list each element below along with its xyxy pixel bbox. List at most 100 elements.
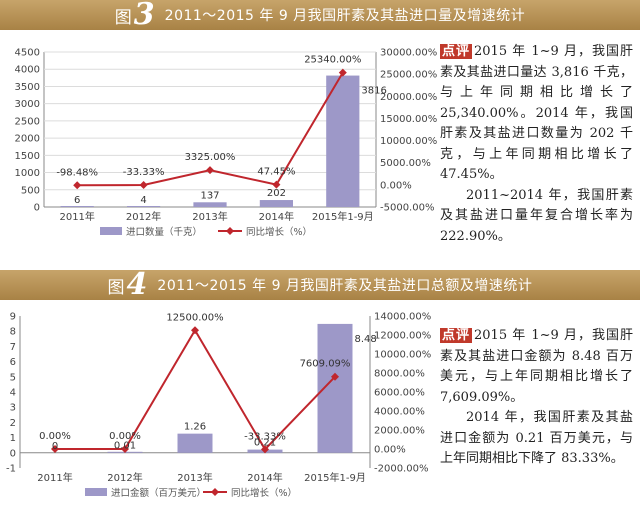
fig4-growth-value-label: 0.00% [39,431,71,442]
figure-3-comment-paragraph-1: 2015 年 1~9 月，我国肝素及其盐进口量达 3,816 千克，与上年同期相… [440,44,633,182]
figure-3-commentary: 点评 2015 年 1~9 月，我国肝素及其盐进口量达 3,816 千克，与上年同… [440,42,633,247]
fig4-right-tick-label: -2000.00% [374,464,428,475]
fig4-left-tick-label: 8 [10,327,16,338]
fig4-growth-value-label: -33.33% [244,431,286,442]
fig4-right-tick-label: 4000.00% [374,407,425,418]
fig4-legend-bar-swatch [85,488,107,496]
fig4-left-tick-label: 3 [10,403,16,414]
figure-4-number: 4 [126,267,148,302]
fig3-legend-line-marker [226,227,234,235]
fig4-growth-value-label: 7609.09% [300,359,351,370]
fig4-right-tick-label: 8000.00% [374,369,425,380]
figure-3-label: 图 [114,7,132,28]
fig4-right-tick-label: 14000.00% [374,312,431,323]
fig3-right-tick-label: 5000.00% [380,158,431,169]
fig3-right-tick-label: 30000.00% [380,48,437,59]
fig3-bar-value-label: 202 [267,188,286,199]
fig3-bar-value-label: 6 [74,195,80,206]
fig3-growth-value-label: 3325.00% [185,152,236,163]
figure-3-chart: 0 500 1000 1500 2000 2500 3000 3500 4000 4500 -500… [15,48,438,239]
figure-4-comment-paragraph-2: 2014 年，我国肝素及其盐进口金额为 0.21 百万美元，与上年同期相比下降了… [440,410,633,466]
fig4-category-label: 2015年1-9月 [304,471,366,484]
fig4-category-label: 2014年 [247,471,282,484]
fig3-bar [326,75,360,207]
fig4-bar-value-label: 0.21 [254,438,276,449]
figure-4-chart: -1 0 1 2 3 4 5 6 7 8 9 -2000.00% 0.00% 2000.00% 4000.0… [6,312,431,500]
figure-4-commentary: 点评 2015 年 1~9 月，我国肝素及其盐进口金额为 8.48 百万美元，与上… [440,326,633,470]
fig4-category-label: 2012年 [107,471,142,484]
fig4-left-tick-label: 9 [10,312,16,323]
fig3-growth-point [73,181,82,190]
fig3-right-tick-label: -5000.00% [380,203,434,214]
fig4-bar-value-label: 1.26 [184,422,206,433]
fig3-right-tick-label: 25000.00% [380,70,437,81]
fig4-left-tick-label: 5 [10,372,16,383]
fig3-right-tick-label: 20000.00% [380,92,437,103]
figure-4-comment-paragraph-1: 2015 年 1~9 月，我国肝素及其盐进口金额为 8.48 百万美元，与上年同… [440,328,633,405]
fig4-left-tick-label: 0 [10,448,16,459]
fig3-right-tick-label: 0.00% [380,180,412,191]
figure-3-comment-tag: 点评 [440,44,473,59]
fig3-bar-value-label: 4 [140,195,146,206]
figure-3-comment-paragraph-2: 2011~2014 年，我国肝素及其盐进口量年复合增长率为 222.90%。 [440,187,633,244]
figure-4-title: 2011～2015 年 9 月我国肝素及其盐进口总额及增速统计 [157,278,533,294]
fig4-growth-point [191,326,199,335]
fig3-left-tick-label: 2000 [15,134,40,145]
fig3-left-tick-label: 3000 [15,99,40,110]
fig3-right-tick-label: 10000.00% [380,136,437,147]
fig4-left-tick-label: 7 [10,342,16,353]
fig4-growth-value-label: 0.00% [109,431,141,442]
fig3-bar-value-label: 137 [200,190,219,201]
fig4-bar [177,433,213,453]
fig3-legend-bar-label: 进口数量（千克） [126,226,202,238]
figure-3-title: 2011～2015 年 9 月我国肝素及其盐进口量及增速统计 [164,8,526,24]
fig3-bar [127,206,161,207]
fig4-category-label: 2013年 [177,471,212,484]
fig3-growth-point [139,181,148,190]
fig3-bar [60,206,94,207]
fig4-growth-point [121,445,129,453]
fig3-growth-point [272,180,281,189]
fig3-growth-point [206,166,214,175]
fig3-growth-value-label: 47.45% [257,167,295,178]
fig3-left-tick-label: 1500 [15,151,40,162]
fig4-growth-value-label: 12500.00% [166,312,223,323]
fig3-left-tick-label: 3500 [15,82,40,93]
fig4-right-tick-label: 10000.00% [374,350,431,361]
fig3-legend-line-label: 同比增长（%） [246,226,312,238]
fig4-category-label: 2011年 [37,471,72,484]
fig4-bar-value-label: 8.48 [355,334,377,345]
fig4-legend-line-label: 同比增长（%） [231,487,297,499]
fig3-left-tick-label: 4500 [15,48,40,59]
fig4-legend-bar-label: 进口金额（百万美元） [111,487,206,499]
fig4-right-tick-label: 2000.00% [374,426,425,437]
figure-4-comment-tag: 点评 [440,328,473,343]
fig4-growth-point [261,445,269,454]
fig4-bar-value-label: 0.01 [114,441,136,452]
fig3-category-label: 2015年1-9月 [312,210,374,223]
fig3-left-tick-label: 4000 [15,65,40,76]
fig3-growth-value-label: 25340.00% [304,55,361,66]
fig3-legend-bar-swatch [100,227,122,235]
fig4-growth-point [51,445,59,453]
figure-4-label: 图 [107,277,125,298]
fig3-left-tick-label: 500 [21,185,40,196]
figure-4-banner: 图 4 2011～2015 年 9 月我国肝素及其盐进口总额及增速统计 [0,270,640,300]
fig3-category-label: 2013年 [192,210,227,223]
figure-3-number: 3 [133,0,155,32]
fig3-left-tick-label: 1000 [15,168,40,179]
fig3-category-label: 2011年 [59,210,94,223]
figure-3-banner: 图 3 2011～2015 年 9 月我国肝素及其盐进口量及增速统计 [0,0,640,30]
fig3-category-label: 2012年 [126,210,161,223]
fig3-left-tick-label: 2500 [15,116,40,127]
fig4-legend-line-marker [211,488,219,496]
fig4-right-tick-label: 12000.00% [374,331,431,342]
fig4-left-tick-label: 2 [10,418,16,429]
fig3-growth-value-label: -98.48% [56,167,98,178]
fig3-category-label: 2014年 [259,210,294,223]
fig3-left-tick-label: 0 [34,203,40,214]
fig3-bar [193,202,227,207]
fig4-left-tick-label: -1 [6,464,16,475]
fig4-left-tick-label: 1 [10,433,16,444]
fig4-bar-value-label: 0 [52,441,58,452]
